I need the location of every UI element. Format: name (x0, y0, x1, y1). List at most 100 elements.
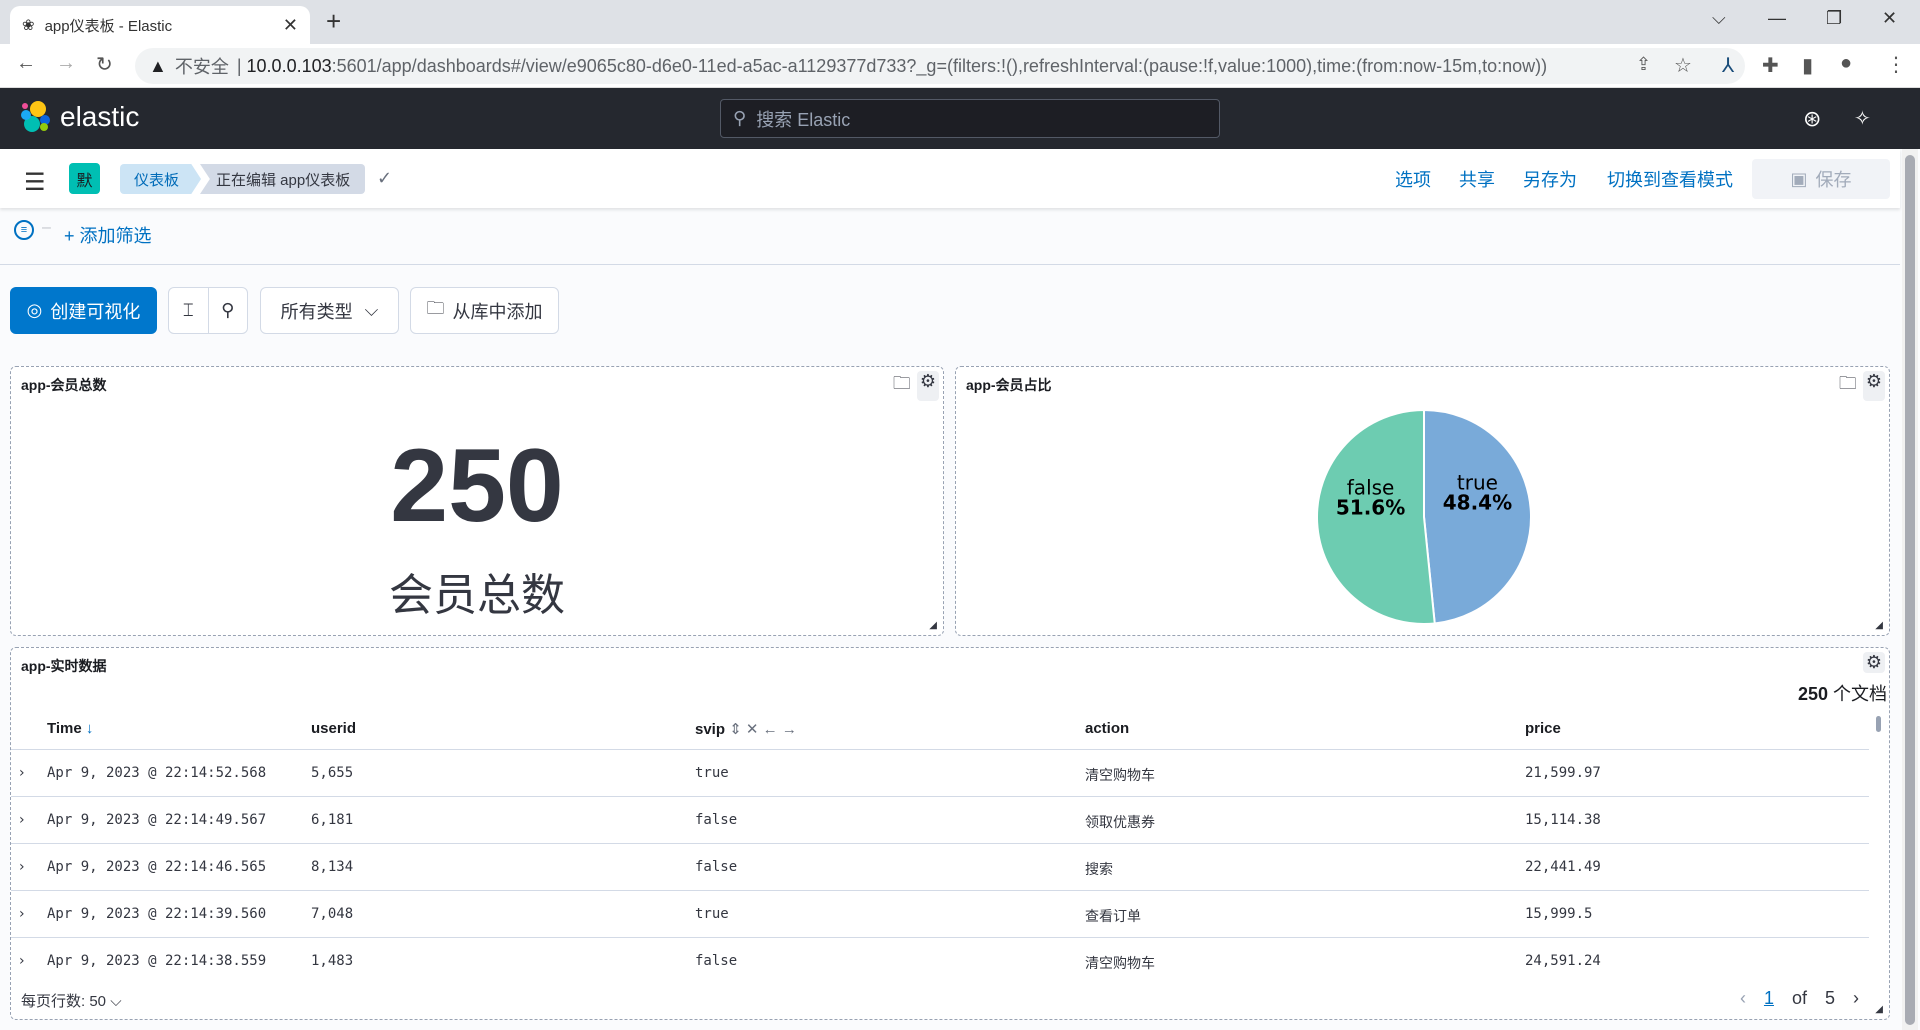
side-panel-icon[interactable]: ▮ (1802, 55, 1814, 77)
space-initial: 默 (76, 172, 93, 190)
pie-slice-true[interactable] (1423, 408, 1532, 625)
column-header-userid[interactable]: userid (311, 720, 357, 737)
total-pages[interactable]: 5 (1824, 988, 1835, 1008)
gear-icon[interactable]: ⚙ (1862, 371, 1885, 401)
save-button[interactable]: ▣ 保存 (1752, 159, 1890, 199)
bookmark-star-icon[interactable]: ☆ (1674, 55, 1692, 77)
global-search-input[interactable]: ⚲ 搜索 Elastic (720, 99, 1220, 138)
table-row[interactable]: › Apr 9, 2023 @ 22:14:52.568 5,655 true 清空购物… (11, 749, 1869, 796)
new-tab-button[interactable]: + (326, 6, 342, 36)
breadcrumb-label: 正在编辑 app仪表板 (216, 171, 351, 189)
prev-page-icon[interactable]: ‹ (1739, 988, 1746, 1008)
text-panel-icon[interactable]: ⌶ (182, 300, 194, 320)
share-link[interactable]: 共享 (1459, 170, 1495, 190)
restore-button[interactable]: ❐ (1826, 8, 1843, 28)
column-header-action[interactable]: action (1085, 720, 1130, 737)
space-avatar[interactable]: 默 (69, 163, 100, 194)
cell-action: 清空购物车 (1085, 768, 1155, 784)
reload-icon[interactable]: ↻ (96, 54, 113, 76)
expand-row-icon[interactable]: › (19, 953, 25, 969)
save-as-link[interactable]: 另存为 (1523, 170, 1577, 190)
cell-userid: 7,048 (311, 906, 354, 922)
extensions-puzzle-icon[interactable]: ✚ (1762, 55, 1779, 77)
back-icon[interactable]: ← (16, 52, 36, 74)
switch-to-view-mode-link[interactable]: 切换到查看模式 (1607, 170, 1733, 190)
close-tab-icon[interactable]: ✕ (282, 14, 298, 35)
elastic-logo[interactable]: elastic (20, 100, 139, 134)
table-scrollbar[interactable] (1876, 716, 1881, 732)
elastic-favicon-icon: ❀ (22, 17, 35, 34)
add-filter-button[interactable]: + 添加筛选 (64, 226, 152, 246)
gear-icon[interactable]: ⚙ (916, 371, 939, 401)
browser-tab[interactable]: ❀ app仪表板 - Elastic ✕ (10, 6, 310, 44)
share-icon[interactable]: ⇪ (1636, 54, 1652, 74)
pie-percent-true: 48.4% (1443, 490, 1512, 514)
minimize-button[interactable]: — (1768, 8, 1786, 28)
cell-price: 15,999.5 (1525, 906, 1593, 922)
help-lifebuoy-icon[interactable]: ⊛ (1803, 106, 1822, 131)
rows-per-page-select[interactable]: 每页行数: 50 ⌵ (21, 990, 122, 1011)
news-feed-icon[interactable]: ✧ (1854, 108, 1871, 130)
current-page[interactable]: 1 (1763, 988, 1774, 1008)
sort-down-icon[interactable]: ↓ (85, 720, 94, 737)
cell-userid: 1,483 (311, 953, 354, 969)
pie-label-false: false (1347, 476, 1395, 500)
breadcrumb-dashboards[interactable]: 仪表板 (120, 164, 202, 194)
table-row[interactable]: › Apr 9, 2023 @ 22:14:39.560 7,048 true 查看订单… (11, 890, 1869, 937)
create-visualization-button[interactable]: ◎ 创建可视化 (10, 287, 157, 334)
cell-action: 清空购物车 (1085, 956, 1155, 972)
cell-svip: false (695, 953, 738, 969)
close-window-button[interactable]: ✕ (1882, 8, 1898, 28)
resize-handle[interactable]: ◢ (1875, 1004, 1883, 1015)
resize-handle[interactable]: ◢ (929, 620, 937, 631)
metric-label: 会员总数 (389, 571, 565, 620)
resize-handle[interactable]: ◢ (1875, 620, 1883, 631)
column-header-price[interactable]: price (1525, 720, 1561, 737)
panel-title: app-会员占比 (966, 377, 1052, 393)
scrollbar-thumb[interactable] (1905, 155, 1915, 1025)
pie-slice-false[interactable] (1316, 408, 1436, 625)
filter-menu-icon[interactable]: ≡ (14, 220, 34, 240)
chevron-down-icon: ⌵ (364, 300, 379, 320)
url-input[interactable]: ▲ 不安全 | 10.0.0.103:5601/app/dashboards#/… (135, 48, 1745, 84)
expand-row-icon[interactable]: › (19, 906, 25, 922)
page-scrollbar[interactable] (1902, 149, 1918, 1030)
next-page-icon[interactable]: › (1853, 988, 1859, 1008)
cell-price: 24,591.24 (1525, 953, 1601, 969)
search-placeholder: 搜索 Elastic (756, 109, 851, 130)
expand-row-icon[interactable]: › (19, 765, 25, 781)
library-label: 从库中添加 (452, 301, 543, 322)
column-header-time[interactable]: Time ↓ (47, 720, 93, 737)
table-row[interactable]: › Apr 9, 2023 @ 22:14:38.559 1,483 false 清空购… (11, 937, 1869, 984)
forward-icon[interactable]: → (56, 52, 76, 74)
cell-action: 查看订单 (1085, 909, 1141, 925)
chevron-down-icon: ⌵ (110, 993, 122, 1010)
maps-icon[interactable]: ⚲ (207, 288, 248, 333)
extension-icon[interactable]: ⅄ (1722, 55, 1735, 77)
brand-name: elastic (60, 101, 140, 132)
all-types-dropdown[interactable]: 所有类型 ⌵ (260, 287, 399, 334)
gear-icon[interactable]: ⚙ (1862, 652, 1885, 673)
save-label: 保存 (1815, 170, 1852, 190)
add-from-library-button[interactable]: 🗀 从库中添加 (410, 287, 559, 334)
dropdown-label: 所有类型 (280, 301, 353, 322)
column-actions-icons[interactable]: ⇕ ✕ ← → (729, 721, 797, 738)
profile-avatar-icon[interactable]: ● (1840, 52, 1853, 74)
table-row[interactable]: › Apr 9, 2023 @ 22:14:49.567 6,181 false 领取优… (11, 796, 1869, 843)
expand-row-icon[interactable]: › (19, 812, 25, 828)
options-link[interactable]: 选项 (1395, 170, 1431, 190)
cell-action: 搜索 (1085, 862, 1113, 878)
menu-kebab-icon[interactable]: ⋮ (1886, 54, 1906, 76)
folder-check-icon[interactable]: 🗀 (892, 373, 911, 393)
menu-hamburger-icon[interactable]: ☰ (24, 169, 46, 196)
column-header-svip[interactable]: svip ⇕ ✕ ← → (695, 720, 797, 738)
tab-search-icon[interactable]: ⌵ (1712, 8, 1726, 28)
folder-check-icon[interactable]: 🗀 (1838, 373, 1857, 393)
expand-row-icon[interactable]: › (19, 859, 25, 875)
cell-time: Apr 9, 2023 @ 22:14:49.567 (47, 812, 267, 828)
pie-panel: app-会员占比 🗀 ⚙ true 48.4% false 51.6% ◢ (955, 366, 1890, 636)
url-host: 10.0.0.103 (246, 55, 332, 76)
save-icon: ▣ (1790, 168, 1808, 189)
table-row[interactable]: › Apr 9, 2023 @ 22:14:46.565 8,134 false 搜索 2… (11, 843, 1869, 890)
cell-time: Apr 9, 2023 @ 22:14:39.560 (47, 906, 267, 922)
